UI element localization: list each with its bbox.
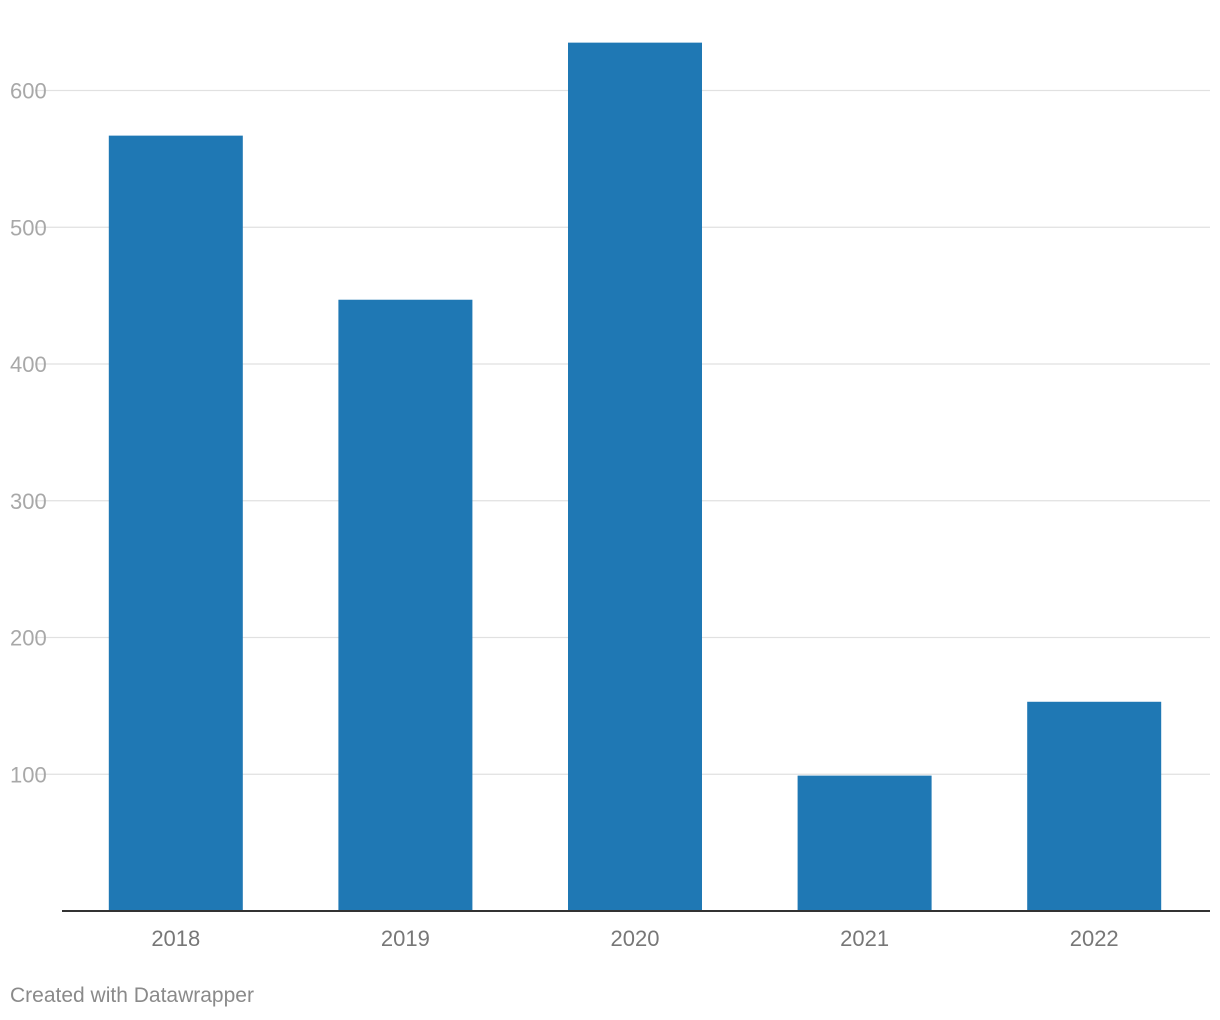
y-tick-label: 200 <box>10 626 47 651</box>
bar <box>797 775 932 911</box>
y-tick-label: 300 <box>10 489 47 514</box>
x-tick-label: 2020 <box>611 926 660 951</box>
x-tick-label: 2019 <box>381 926 430 951</box>
x-tick-label: 2022 <box>1070 926 1119 951</box>
y-tick-label: 500 <box>10 215 47 240</box>
bar <box>1027 701 1162 911</box>
bar <box>108 135 243 911</box>
x-tick-label: 2018 <box>151 926 200 951</box>
bar <box>338 299 473 911</box>
y-tick-label: 600 <box>10 79 47 104</box>
bar <box>568 42 702 911</box>
credit-text: Created with Datawrapper <box>10 984 254 1007</box>
y-tick-label: 100 <box>10 762 47 787</box>
x-tick-label: 2021 <box>840 926 889 951</box>
y-tick-label: 400 <box>10 352 47 377</box>
